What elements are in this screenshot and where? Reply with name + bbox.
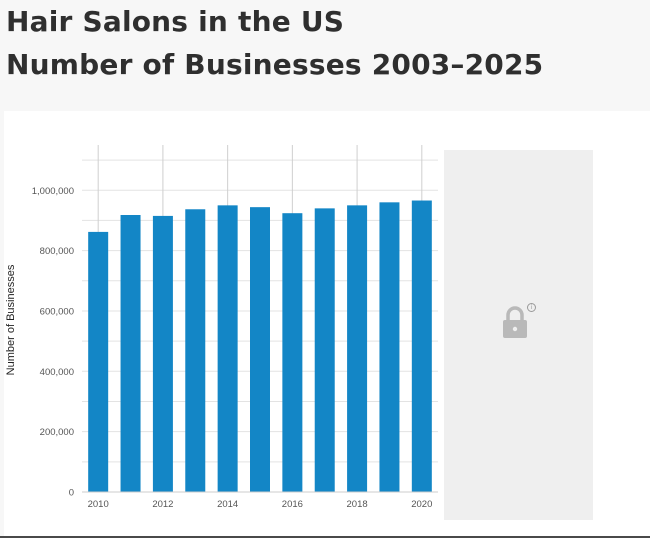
- x-tick-label: 2012: [152, 499, 173, 510]
- bar-2019: [379, 202, 400, 492]
- y-tick-label: 800,000: [40, 246, 74, 257]
- title-line-2: Number of Businesses 2003–2025: [6, 48, 544, 81]
- bar-2016: [282, 213, 303, 492]
- y-tick-label: 1,000,000: [32, 186, 74, 197]
- info-icon[interactable]: i: [527, 303, 536, 312]
- y-axis-label-text: Number of Businesses: [5, 264, 17, 376]
- x-tick-label: 2016: [282, 499, 303, 510]
- bottom-divider: [0, 536, 650, 538]
- bar-2013: [185, 209, 206, 492]
- x-tick-label: 2018: [347, 499, 368, 510]
- x-tick-label: 2020: [411, 499, 432, 510]
- bar-2011: [120, 215, 141, 492]
- bar-2020: [411, 200, 432, 492]
- bar-2017: [314, 208, 335, 492]
- y-tick-label: 600,000: [40, 306, 74, 317]
- bar-2014: [217, 205, 238, 492]
- y-tick-label: 200,000: [40, 427, 74, 438]
- y-tick-label: 0: [69, 488, 74, 499]
- lock-icon[interactable]: [502, 302, 528, 342]
- bar-2015: [250, 207, 270, 492]
- title-line-1: Hair Salons in the US: [6, 5, 345, 38]
- bar-2010: [88, 231, 109, 492]
- x-tick-label: 2010: [88, 499, 109, 510]
- bar-2018: [347, 205, 368, 492]
- page-title: Hair Salons in the US Number of Business…: [6, 0, 543, 86]
- y-tick-label: 400,000: [40, 367, 74, 378]
- bar-2012: [152, 215, 173, 492]
- x-tick-label: 2014: [217, 499, 238, 510]
